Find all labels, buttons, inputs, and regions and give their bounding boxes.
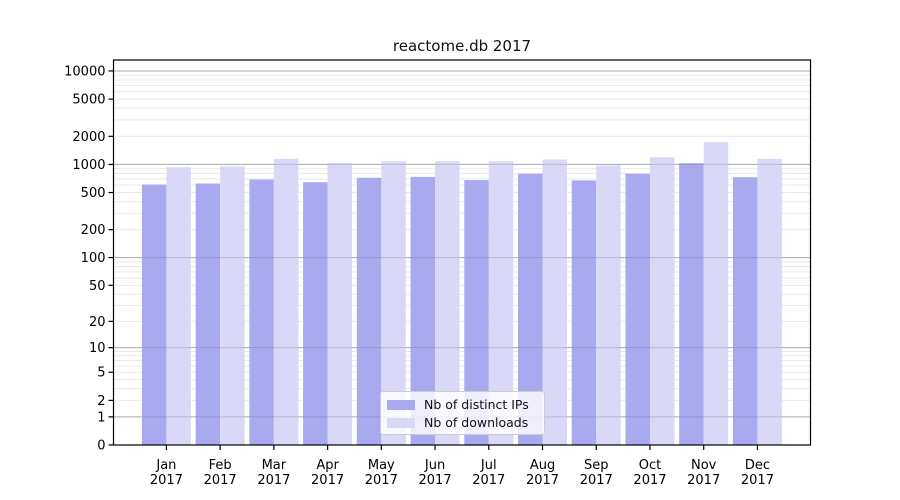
x-tick-label-month: Feb (209, 458, 232, 473)
bar-distinct-ips-apr (303, 182, 328, 446)
bar-downloads-aug (542, 159, 568, 446)
x-tick-label-month: Oct (639, 458, 661, 473)
x-tick-label-year: 2017 (365, 473, 398, 488)
x-tick-label-year: 2017 (204, 473, 237, 488)
legend-label-downloads: Nb of downloads (424, 415, 529, 430)
y-tick-label: 1000 (72, 158, 105, 173)
legend-item-distinct-ips: Nb of distinct IPs (387, 397, 536, 412)
bar-downloads-dec (757, 158, 782, 446)
legend-swatch-distinct-ips (387, 399, 415, 410)
plot-frame (112, 59, 812, 446)
bar-downloads-jan (166, 167, 191, 445)
y-tick-label: 5 (97, 366, 105, 381)
legend-item-downloads: Nb of downloads (387, 415, 536, 430)
legend: Nb of distinct IPs Nb of downloads (380, 391, 545, 435)
y-tick-label: 0 (97, 439, 105, 454)
x-tick-label-month: Sep (584, 458, 609, 473)
y-tick-label: 200 (81, 223, 106, 238)
bar-distinct-ips-nov (679, 163, 704, 445)
x-tick-label-year: 2017 (687, 473, 720, 488)
x-tick-label-year: 2017 (472, 473, 505, 488)
x-tick-label-month: Dec (745, 458, 770, 473)
bar-downloads-oct (649, 157, 675, 445)
x-tick-label-year: 2017 (633, 473, 666, 488)
x-tick-label-month: Jul (480, 458, 497, 473)
x-tick-label-month: Apr (316, 458, 339, 473)
bar-distinct-ips-dec (732, 177, 758, 445)
bar-downloads-apr (327, 162, 353, 445)
y-tick-label: 50 (89, 279, 106, 294)
bar-downloads-nov (703, 141, 729, 446)
y-tick-label: 10 (89, 341, 106, 356)
bar-distinct-ips-oct (625, 173, 650, 445)
y-tick-label: 5000 (72, 93, 105, 108)
bar-distinct-ips-jan (141, 184, 167, 446)
x-tick-label-year: 2017 (580, 473, 613, 488)
x-tick-label-month: Nov (691, 458, 717, 473)
x-tick-label-month: Mar (262, 458, 287, 473)
y-tick-label: 500 (81, 186, 106, 201)
x-tick-label-month: Aug (530, 458, 555, 473)
y-tick-label: 10000 (64, 64, 105, 79)
legend-label-distinct-ips: Nb of distinct IPs (424, 397, 529, 412)
y-tick-label: 2000 (72, 130, 105, 145)
y-tick-label: 2 (97, 394, 105, 409)
y-tick-label: 20 (89, 315, 106, 330)
bar-distinct-ips-mar (249, 179, 274, 446)
bar-downloads-sep (596, 165, 621, 445)
bar-downloads-mar (273, 158, 299, 446)
x-tick-label-year: 2017 (419, 473, 452, 488)
x-tick-label-month: Jun (424, 458, 445, 473)
bar-distinct-ips-sep (571, 180, 597, 445)
x-tick-label-year: 2017 (311, 473, 344, 488)
chart-title: reactome.db 2017 (392, 37, 532, 55)
bar-distinct-ips-may (356, 177, 382, 446)
x-tick-label-month: Jan (155, 458, 176, 473)
x-tick-label-year: 2017 (526, 473, 559, 488)
x-tick-label-year: 2017 (741, 473, 774, 488)
y-tick-label: 100 (81, 251, 106, 266)
bar-distinct-ips-feb (195, 183, 221, 445)
x-tick-label-year: 2017 (257, 473, 290, 488)
x-tick-label-month: May (368, 458, 395, 473)
y-tick-label: 1 (97, 410, 105, 425)
x-tick-label-year: 2017 (150, 473, 183, 488)
legend-swatch-downloads (387, 417, 415, 428)
bar-downloads-feb (220, 166, 245, 445)
